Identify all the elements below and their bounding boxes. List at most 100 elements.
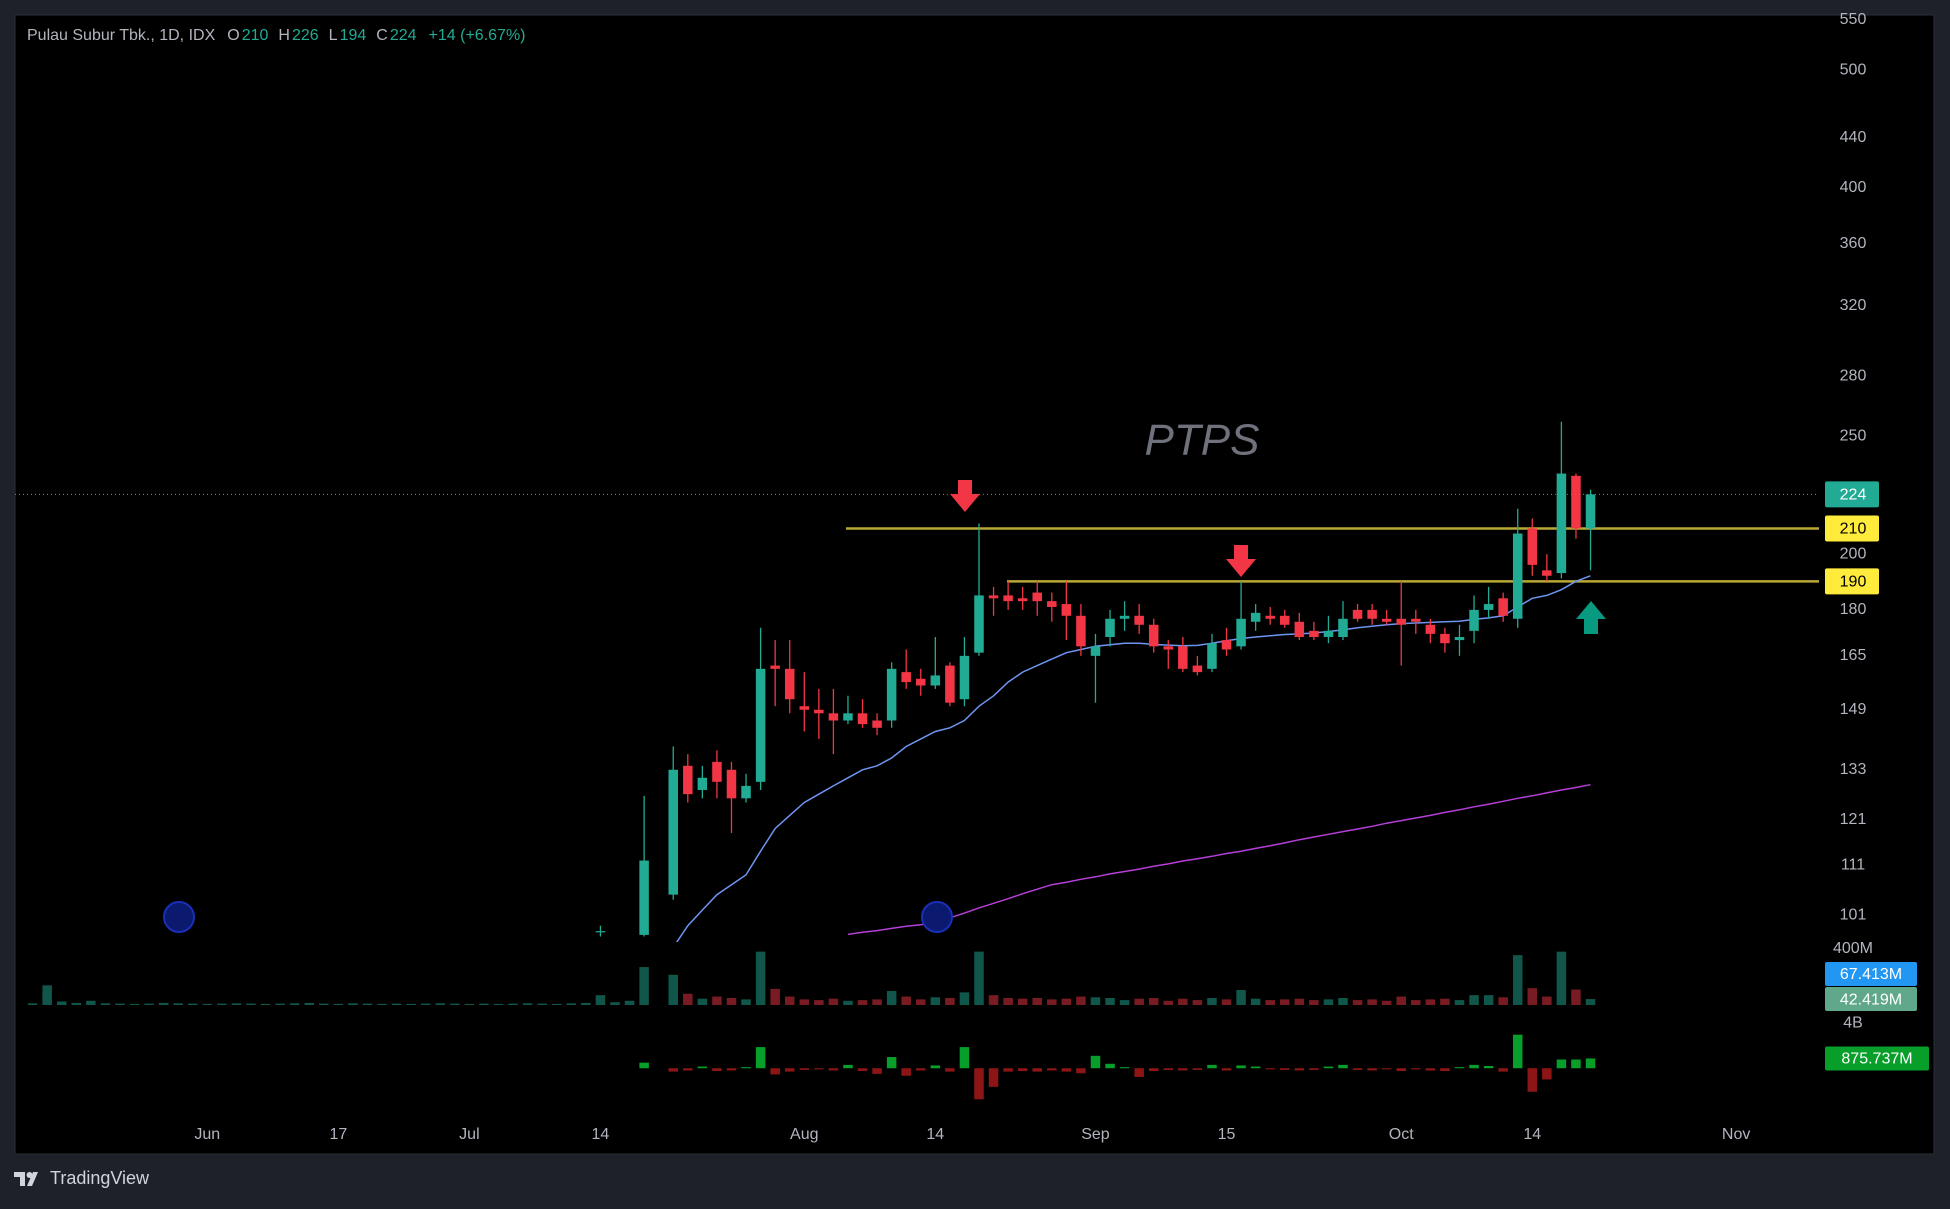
flow-bar <box>1323 1066 1334 1069</box>
flow-bar <box>784 1068 795 1072</box>
volume-bar <box>348 1003 358 1005</box>
y-tick-label: 500 <box>1840 61 1867 78</box>
flow-bar <box>1469 1064 1479 1069</box>
flow-bar <box>639 1062 649 1069</box>
level-box <box>1825 568 1879 595</box>
candle-body <box>1047 601 1057 607</box>
volume-bar <box>1105 997 1115 1005</box>
candle-body <box>668 769 678 895</box>
ohlc-value: 210 <box>241 27 269 44</box>
flow-bar <box>872 1068 882 1074</box>
flow-tick-label: 4B <box>1843 1015 1863 1032</box>
y-tick-label: 550 <box>1840 11 1867 28</box>
volume-bar <box>857 1000 868 1005</box>
volume-bar <box>639 967 649 1005</box>
volume-bar <box>435 1003 446 1005</box>
change: +14 (+6.67%) <box>428 27 526 44</box>
candle-body <box>1483 604 1494 610</box>
flow-bar <box>712 1068 722 1072</box>
candle-body <box>1381 618 1392 622</box>
volume-bar <box>42 985 52 1005</box>
volume-bar <box>1454 1000 1465 1005</box>
flow-bar <box>1148 1068 1159 1072</box>
volume-bar <box>1294 998 1305 1005</box>
flow-bar <box>1105 1063 1115 1069</box>
moving-average <box>847 783 1591 936</box>
volume-bar <box>1352 1000 1363 1005</box>
flow-bar <box>857 1068 868 1072</box>
y-tick-label: 280 <box>1840 368 1867 385</box>
volume-bar <box>770 988 780 1005</box>
flow-bar <box>755 1047 766 1069</box>
flow-bar <box>1498 1068 1508 1072</box>
candle-body <box>1571 475 1581 529</box>
y-tick-label: 111 <box>1841 857 1865 874</box>
volume-bar <box>144 1003 154 1005</box>
volume-bar <box>420 1003 431 1005</box>
flow-bar <box>1032 1068 1042 1072</box>
price-pane <box>15 421 1819 942</box>
volume-bar <box>1061 998 1072 1005</box>
flow-bar <box>1236 1065 1246 1069</box>
volume-bar <box>726 997 737 1005</box>
volume-bar <box>843 1000 853 1005</box>
candle-body <box>1280 615 1290 625</box>
volume-bar <box>188 1003 198 1005</box>
volume-bar <box>391 1003 402 1005</box>
brand: TradingView <box>50 1168 150 1188</box>
x-tick-label: Jun <box>194 1126 220 1143</box>
volume-bar <box>697 998 708 1005</box>
candle-body <box>1556 473 1567 574</box>
flow-bar <box>1512 1034 1523 1069</box>
volume-bar <box>1148 997 1159 1005</box>
ohlc-values: O 210 H 226 L 194 C 224 <box>219 27 416 45</box>
volume-bar <box>1367 999 1377 1005</box>
volume-bar <box>901 996 911 1005</box>
flow-bar <box>1090 1055 1101 1069</box>
volume-bar <box>71 1002 82 1005</box>
flow-bar <box>1411 1068 1421 1070</box>
flow-bar <box>843 1064 853 1069</box>
volume-bar <box>202 1003 213 1005</box>
x-tick-label: 14 <box>592 1126 610 1143</box>
symbol-name: Pulau Subur Tbk., 1D, IDX <box>27 27 216 44</box>
candle-body <box>872 720 882 728</box>
flow-bar <box>1571 1059 1581 1069</box>
candle-body <box>1411 618 1421 622</box>
volume-bar <box>304 1002 314 1005</box>
candle-body <box>1585 494 1596 529</box>
volume-bar <box>377 1003 387 1005</box>
candle-body <box>1440 633 1450 644</box>
volume-bar <box>1047 999 1057 1005</box>
level-label: 210 <box>1840 521 1867 538</box>
flow-last-box <box>1825 1046 1929 1071</box>
volume-bar <box>100 1003 111 1005</box>
volume-bar <box>1498 997 1508 1005</box>
volume-bar <box>552 1003 562 1005</box>
candle-body <box>1236 618 1246 647</box>
volume-bar <box>1323 999 1334 1005</box>
flow-bar <box>1542 1068 1552 1080</box>
candle-body <box>1542 570 1552 576</box>
flow-bar <box>901 1068 911 1076</box>
ohlc-value: 226 <box>291 27 319 44</box>
candle-body <box>1192 665 1203 673</box>
volume-bar <box>115 1003 125 1005</box>
candle-body <box>828 713 839 721</box>
volume-bar <box>1512 955 1523 1005</box>
candle-body <box>1207 643 1217 669</box>
candle-body <box>1309 630 1319 637</box>
volume-bar <box>86 1000 96 1005</box>
flow-bar <box>1178 1068 1188 1071</box>
volume-bar <box>1076 996 1086 1005</box>
y-tick-label: 149 <box>1840 701 1867 718</box>
candle-body <box>1250 612 1261 622</box>
candle-body <box>1425 624 1436 634</box>
volume-bar <box>668 974 678 1005</box>
y-tick-label: 360 <box>1840 235 1867 252</box>
legend-header: Pulau Subur Tbk., 1D, IDX O 210 H 226 L 194 C 2… <box>27 27 526 45</box>
flow-bar <box>959 1047 970 1069</box>
candle-body <box>1338 618 1348 637</box>
candle-body <box>916 678 926 686</box>
volume-bar <box>741 999 751 1005</box>
